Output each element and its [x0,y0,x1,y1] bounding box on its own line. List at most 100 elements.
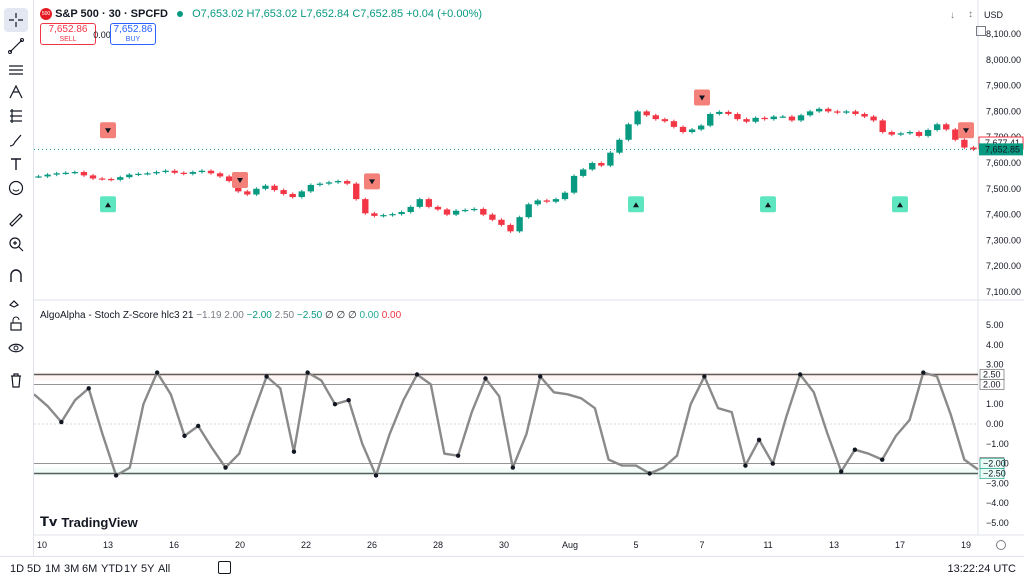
candle-body [598,163,605,166]
ruler-icon[interactable] [4,208,28,232]
time-tick-label: 13 [829,540,839,550]
indicator-value-3: −2.00 [246,310,272,321]
oscillator-tag-label: 2.50 [983,370,1001,380]
pivot-dot [797,372,803,377]
timeframe-all[interactable]: All [158,563,171,575]
pivot-dot [483,376,488,381]
symbol-name[interactable]: S&P 500 · 30 · SPCFD [55,8,168,20]
pivot-dot [852,447,858,452]
indicator-params: hlc3 21 [161,310,194,321]
candle-body [579,169,587,176]
price-tick-label: 7,600.00 [986,158,1021,168]
candle-body [316,183,324,185]
timeframe-1d[interactable]: 1D [10,563,25,575]
lock-drawing-icon[interactable] [4,288,28,312]
price-tick-label: 7,400.00 [986,210,1021,220]
candle-body [135,173,142,176]
crosshair-icon[interactable] [4,8,28,32]
oscillator-tag [979,379,1005,390]
pivot-dot [647,471,652,476]
ohlc-values: O7,653.02 H7,653.02 L7,652.84 C7,652.85 … [192,8,482,20]
pitchfork-icon[interactable] [4,80,28,104]
candle-body [806,111,814,116]
candle-body [589,163,596,170]
clock-time[interactable]: 13:22:24 UTC [947,563,1016,575]
candle-body [44,174,51,177]
timeframe-5y[interactable]: 5Y [141,563,155,575]
trend-line-icon[interactable] [4,34,28,58]
candle-body [53,173,60,175]
candle-body [961,139,968,148]
timeframe-1m[interactable]: 1M [45,563,61,575]
sell-button[interactable]: 7,652.86 SELL [40,23,96,45]
time-tick-label: 30 [499,540,509,550]
fib-icon[interactable] [4,104,28,128]
emoji-icon[interactable] [4,176,28,200]
timeframe-6m[interactable]: 6M [82,563,98,575]
price-tick-label: 7,300.00 [986,235,1021,245]
currency-label[interactable]: USD [984,10,1004,20]
price-tick-label: 7,900.00 [986,81,1021,91]
magnet-icon[interactable] [4,264,28,288]
indicator-value-6: ∅ ∅ ∅ [324,310,357,321]
maximize-icon[interactable] [976,26,986,36]
brush-icon[interactable] [4,128,28,152]
candle-body [906,132,914,134]
time-tick-label: 5 [633,540,638,550]
text-icon[interactable] [4,152,28,176]
eye-icon[interactable] [4,336,28,360]
candle-body [434,206,442,210]
overbought-band [34,372,978,381]
pivot-dot [880,457,885,462]
timeframe-ytd[interactable]: YTD [101,563,123,575]
candle-body [607,152,614,166]
time-tick-label: 20 [235,540,245,550]
buy-signal-arrow [765,202,771,208]
candle-body [343,181,351,184]
chart-canvas[interactable]: 8,100.008,000.007,900.007,800.007,700.00… [34,0,1024,556]
pivot-dot [59,419,64,425]
pivot-dot [223,465,228,470]
timeframe-3m[interactable]: 3M [64,563,80,575]
pivot-dot [702,374,707,379]
candle-body [752,117,759,122]
arrow-down-icon[interactable]: ↓ [950,10,955,21]
trash-icon[interactable] [4,368,28,392]
last-price-tag [979,143,1023,156]
candle-body [534,200,541,205]
buy-signal-arrow [633,202,639,208]
bottom-bar: 1D 5D 1M 3M 6M YTD 1Y 5Y All 13:22:24 UTC [0,556,1024,580]
candle-body [543,200,551,202]
candle-body [797,115,805,121]
candle-body [443,209,451,215]
timeframe-1y[interactable]: 1Y [124,563,138,575]
buy-price: 7,652.86 [113,24,153,35]
candle-body [879,120,886,133]
candle-body [970,147,977,150]
lock-icon[interactable] [4,312,28,336]
candle-body [498,219,505,225]
oscillator-tag-label: −2.00 [983,459,1006,469]
calendar-icon[interactable] [218,561,231,574]
zoom-in-icon[interactable] [4,232,28,256]
candle-body [35,176,42,178]
candle-body [634,111,641,125]
horizontal-lines-icon[interactable] [4,58,28,82]
candle-body [280,190,287,194]
pivot-dot [414,372,420,377]
candle-body [225,176,233,182]
candle-body [207,170,215,174]
chart-area[interactable]: 8,100.008,000.007,900.007,800.007,700.00… [34,0,1024,556]
buy-button[interactable]: 7,652.86 BUY [110,23,156,45]
settings-icon[interactable] [996,540,1006,550]
candle-body [943,124,950,130]
candle-body [353,183,360,200]
arrow-up-down-icon[interactable]: ↕ [968,9,973,20]
pivot-dot [538,374,543,379]
indicator-value-7: 0.00 [359,310,379,321]
pivot-dot [332,402,338,407]
timeframe-5d[interactable]: 5D [27,563,42,575]
price-tick-label: 7,200.00 [986,261,1021,271]
candle-body [171,170,178,173]
indicator-name[interactable]: AlgoAlpha - Stoch Z-Score [40,310,159,321]
